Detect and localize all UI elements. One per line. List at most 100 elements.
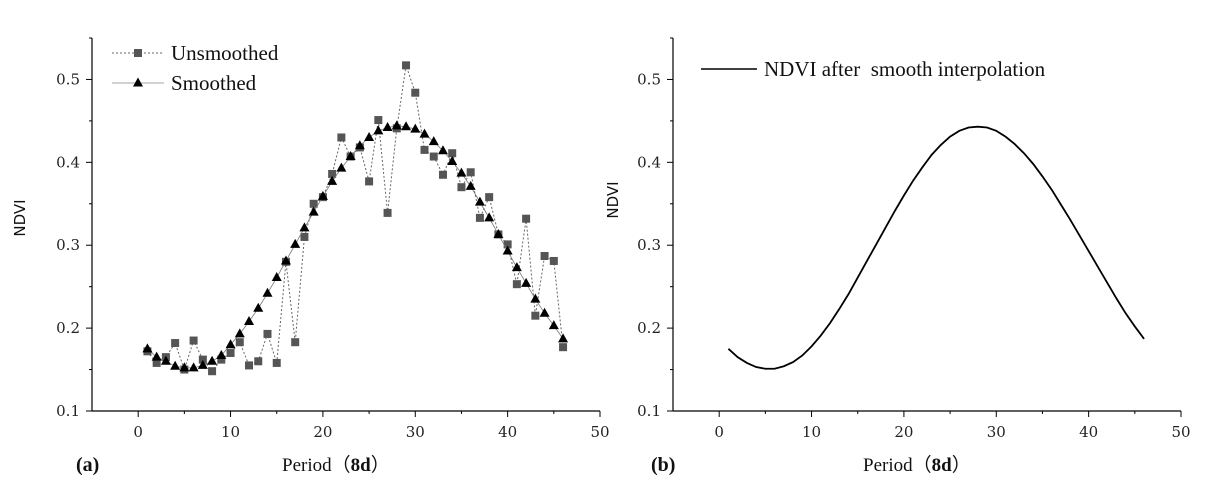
tick-group-a: 0 10 20 30 40 50 0.1 0.2 0.3 0.4 0.5 [56, 37, 610, 441]
point-unsmoothed-35 [466, 168, 475, 177]
point-unsmoothed-20 [328, 169, 337, 178]
panel-label-b: (b) [651, 454, 675, 476]
x-tick-label-b-1: 10 [802, 423, 821, 441]
point-smoothed-6 [197, 359, 208, 369]
point-smoothed-30 [419, 128, 430, 138]
point-smoothed-37 [484, 212, 495, 222]
y-tick-label-a-0: 0.1 [56, 402, 80, 420]
chart-panel-a: 0 10 20 30 40 50 0.1 0.2 0.3 0.4 0.5 Unsmoothed Sm… [11, 37, 610, 476]
point-smoothed-36 [474, 196, 485, 206]
legend-a-unsmoothed-label: Unsmoothed [171, 41, 279, 65]
point-unsmoothed-33 [448, 149, 457, 158]
point-smoothed-22 [345, 151, 356, 161]
y-tick-label-a-1: 0.2 [56, 319, 80, 337]
point-unsmoothed-29 [411, 88, 420, 97]
series-group-b [727, 125, 1145, 370]
x-tick-label-b-0: 0 [714, 423, 724, 441]
legend-b: NDVI after smooth interpolation [701, 57, 1046, 81]
point-smoothed-38 [493, 228, 504, 238]
point-unsmoothed-5 [189, 336, 198, 345]
series-line-b-0 [727, 125, 1145, 370]
point-smoothed-24 [364, 131, 375, 141]
y-axis-label-b: NDVI [604, 181, 622, 218]
point-smoothed-2 [160, 355, 171, 365]
y-tick-label-b-3: 0.4 [637, 153, 661, 171]
point-smoothed-29 [410, 123, 421, 133]
point-unsmoothed-25 [374, 116, 383, 125]
point-unsmoothed-40 [512, 280, 521, 289]
y-axis-label-a: NDVI [11, 199, 29, 236]
point-smoothed-39 [502, 245, 513, 255]
point-unsmoothed-34 [457, 183, 466, 192]
point-smoothed-8 [216, 349, 227, 359]
point-smoothed-32 [437, 145, 448, 155]
point-smoothed-41 [521, 277, 532, 287]
point-smoothed-25 [373, 125, 384, 135]
point-smoothed-7 [207, 355, 218, 365]
series-group-a [142, 61, 569, 376]
series-line-a-0 [147, 65, 564, 373]
point-smoothed-42 [530, 293, 541, 303]
point-smoothed-16 [290, 238, 301, 248]
x-tick-label-a-2: 20 [313, 423, 332, 441]
point-unsmoothed-24 [365, 177, 374, 186]
point-unsmoothed-13 [263, 329, 272, 338]
point-unsmoothed-37 [485, 193, 494, 202]
y-tick-label-a-4: 0.5 [56, 70, 80, 88]
x-axis-label-a: Period（8d） [282, 454, 390, 476]
panel-label-a: (a) [76, 454, 99, 476]
point-smoothed-43 [539, 307, 550, 317]
legend-a-unsmoothed-marker [134, 49, 142, 57]
chart-panel-b: 0 10 20 30 40 50 0.1 0.2 0.3 0.4 0.5 NDVI after sm… [604, 37, 1191, 476]
legend-a: Unsmoothed Smoothed [112, 41, 279, 95]
point-smoothed-21 [336, 162, 347, 172]
point-smoothed-1 [151, 351, 162, 361]
y-tick-label-a-3: 0.4 [56, 153, 80, 171]
point-smoothed-14 [271, 272, 282, 282]
point-smoothed-34 [456, 167, 467, 177]
point-unsmoothed-36 [475, 213, 484, 222]
y-tick-label-b-4: 0.5 [637, 70, 661, 88]
point-unsmoothed-7 [208, 367, 217, 376]
point-smoothed-35 [465, 180, 476, 190]
tick-group-b: 0 10 20 30 40 50 0.1 0.2 0.3 0.4 0.5 [637, 37, 1191, 441]
point-unsmoothed-16 [291, 338, 300, 347]
point-unsmoothed-6 [198, 355, 207, 364]
point-smoothed-20 [327, 175, 338, 185]
series-line-a-1 [147, 125, 564, 369]
point-smoothed-13 [262, 287, 273, 297]
point-unsmoothed-28 [402, 61, 411, 70]
point-smoothed-15 [280, 255, 291, 265]
x-tick-label-a-5: 50 [590, 423, 609, 441]
point-unsmoothed-32 [438, 170, 447, 179]
y-tick-label-a-2: 0.3 [56, 236, 80, 254]
point-smoothed-19 [317, 190, 328, 200]
point-smoothed-23 [354, 140, 365, 150]
point-unsmoothed-3 [171, 339, 180, 348]
point-smoothed-33 [447, 156, 458, 166]
point-unsmoothed-30 [420, 145, 429, 154]
point-unsmoothed-39 [503, 240, 512, 249]
y-tick-label-b-0: 0.1 [637, 402, 661, 420]
point-unsmoothed-43 [540, 251, 549, 260]
point-unsmoothed-9 [226, 348, 235, 357]
point-unsmoothed-11 [245, 361, 254, 370]
point-smoothed-0 [142, 343, 153, 353]
point-unsmoothed-21 [337, 133, 346, 142]
point-smoothed-11 [244, 315, 255, 325]
x-tick-label-b-3: 30 [987, 423, 1006, 441]
point-unsmoothed-1 [152, 358, 161, 367]
legend-a-smoothed-marker [133, 77, 143, 87]
x-tick-label-b-5: 50 [1171, 423, 1190, 441]
point-smoothed-31 [428, 136, 439, 146]
point-smoothed-27 [391, 120, 402, 130]
point-smoothed-45 [558, 333, 569, 343]
point-smoothed-44 [548, 320, 559, 330]
point-smoothed-12 [253, 302, 264, 312]
x-tick-label-b-4: 40 [1079, 423, 1098, 441]
x-tick-label-a-0: 0 [133, 423, 143, 441]
point-smoothed-10 [234, 328, 245, 338]
point-smoothed-9 [225, 339, 236, 349]
point-smoothed-4 [179, 362, 190, 372]
